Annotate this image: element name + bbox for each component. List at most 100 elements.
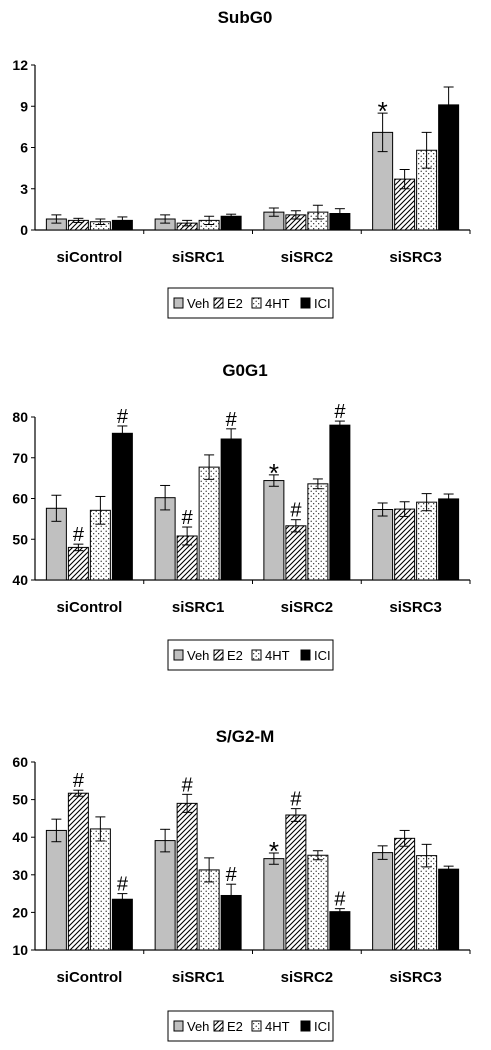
bar-4ht [307, 483, 329, 581]
significance-hash: # [290, 789, 302, 811]
legend-label: E2 [227, 648, 243, 663]
category-label: siSRC1 [172, 969, 225, 986]
bar-e2 [67, 792, 89, 951]
category-label: siSRC2 [281, 249, 334, 266]
bar-veh [154, 840, 176, 951]
y-tick-label: 40 [12, 829, 28, 845]
category-label: siControl [56, 249, 122, 266]
bar-ici [438, 104, 460, 231]
bar-e2 [285, 814, 307, 951]
legend: Veh E2 4HT ICI [167, 287, 334, 319]
bar-ici [111, 432, 133, 581]
legend-swatch-veh [173, 297, 184, 309]
legend-swatch-4ht [251, 297, 262, 309]
legend-label: E2 [227, 296, 243, 311]
legend-label: Veh [187, 648, 209, 663]
legend-label: 4HT [265, 1019, 290, 1034]
y-tick-label: 40 [12, 572, 28, 588]
bar-e2 [394, 837, 416, 951]
legend-label: ICI [314, 648, 331, 663]
y-tick-label: 30 [12, 867, 28, 883]
significance-hash: # [334, 889, 346, 911]
legend-box [167, 287, 334, 319]
significance-hash: # [182, 774, 194, 796]
bar-veh [372, 852, 394, 951]
legend-label: Veh [187, 296, 209, 311]
bar-e2 [285, 525, 307, 581]
category-label: siSRC3 [389, 249, 442, 266]
legend-label: 4HT [265, 296, 290, 311]
significance-star: * [269, 836, 279, 866]
s-g2-m-chart: S/G2-M 10 20 30 40 50 60 siControl # # siSRC1 # # si… [12, 727, 471, 1042]
bar-veh [372, 509, 394, 581]
category-label: siControl [56, 969, 122, 986]
significance-hash: # [182, 507, 194, 529]
category-label: siSRC3 [389, 969, 442, 986]
chart-title: G0G1 [222, 361, 267, 380]
significance-hash: # [226, 864, 238, 886]
legend-swatch-4ht [251, 649, 262, 661]
legend-swatch-4ht [251, 1020, 262, 1032]
bar-ici [438, 868, 460, 951]
bar-e2 [67, 546, 89, 581]
bar-4ht [416, 501, 438, 581]
category-label: siSRC3 [389, 599, 442, 616]
category-label: siSRC1 [172, 249, 225, 266]
significance-hash: # [117, 406, 129, 428]
legend: Veh E2 4HT ICI [167, 1010, 334, 1042]
subg0-chart: SubG0 0 3 6 9 12 siControl siSRC1 siSRC2 siSRC3 *… [12, 8, 471, 319]
significance-hash: # [290, 500, 302, 522]
y-tick-label: 3 [20, 181, 28, 197]
bar-4ht [89, 828, 111, 951]
category-label: siControl [56, 599, 122, 616]
bar-ici [220, 438, 242, 581]
y-tick-label: 9 [20, 98, 28, 114]
bar-ici [111, 898, 133, 951]
chart-title: SubG0 [218, 8, 273, 27]
category-label: siSRC2 [281, 969, 334, 986]
bar-4ht [416, 855, 438, 951]
legend-swatch-veh [173, 1020, 184, 1032]
legend-label: ICI [314, 296, 331, 311]
category-label: siSRC2 [281, 599, 334, 616]
legend-swatch-e2 [213, 649, 224, 661]
legend-label: Veh [187, 1019, 209, 1034]
bar-veh [45, 829, 67, 951]
bar-ici [329, 424, 351, 581]
significance-hash: # [117, 874, 129, 896]
significance-star: * [378, 96, 388, 126]
significance-hash: # [226, 409, 238, 431]
y-tick-label: 0 [20, 222, 28, 238]
legend-swatch-ici [300, 1020, 311, 1032]
y-tick-label: 10 [12, 942, 28, 958]
y-tick-label: 50 [12, 531, 28, 547]
significance-star: * [269, 458, 279, 488]
bar-veh [263, 858, 285, 951]
bar-4ht [198, 466, 220, 581]
y-tick-label: 80 [12, 409, 28, 425]
bar-e2 [394, 508, 416, 581]
y-tick-label: 6 [20, 140, 28, 156]
legend: Veh E2 4HT ICI [167, 639, 334, 671]
legend-swatch-e2 [213, 297, 224, 309]
bar-ici [438, 498, 460, 581]
bar-e2 [176, 802, 198, 951]
y-tick-label: 12 [12, 57, 28, 73]
significance-hash: # [334, 401, 346, 423]
legend-swatch-e2 [213, 1020, 224, 1032]
g0g1-chart: G0G1 40 50 60 70 80 siControl # # siSRC1 # # siSRC2… [12, 361, 471, 671]
y-tick-label: 70 [12, 450, 28, 466]
y-tick-label: 60 [12, 491, 28, 507]
legend-label: E2 [227, 1019, 243, 1034]
chart-title: S/G2-M [216, 727, 275, 746]
bar-ici [329, 911, 351, 951]
y-tick-label: 50 [12, 792, 28, 808]
significance-hash: # [73, 524, 85, 546]
bar-4ht [307, 854, 329, 951]
bar-veh [263, 480, 285, 581]
significance-hash: # [73, 770, 85, 792]
legend-label: ICI [314, 1019, 331, 1034]
y-tick-label: 20 [12, 904, 28, 920]
legend-swatch-veh [173, 649, 184, 661]
